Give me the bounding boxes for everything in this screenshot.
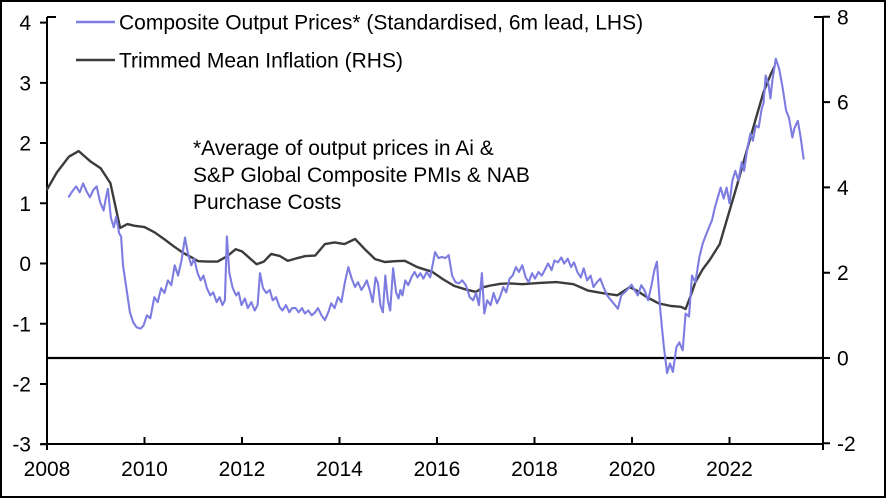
y-right-tick-label: 8 xyxy=(837,6,849,29)
y-right-tick-label: 0 xyxy=(837,348,849,371)
series-layer xyxy=(45,57,805,375)
series-line-composite-output-prices xyxy=(67,57,805,375)
x-tick-label: 2010 xyxy=(121,458,168,481)
y-left-tick-label: -3 xyxy=(12,434,31,457)
footnote-annotation: *Average of output prices in Ai & S&P Gl… xyxy=(193,137,530,214)
x-axis xyxy=(41,437,823,445)
legend-label-trimmed-mean-inflation: Trimmed Mean Inflation (RHS) xyxy=(119,50,403,73)
x-tick-label: 2016 xyxy=(414,458,461,481)
y-left-tick-label: 0 xyxy=(19,253,31,276)
annotation-line-3: Purchase Costs xyxy=(193,191,341,214)
y-left-tick-label: 4 xyxy=(19,12,31,35)
y-right-tick-label: -2 xyxy=(837,433,856,456)
x-tick-label: 2018 xyxy=(511,458,558,481)
y-axis-left xyxy=(40,16,56,450)
y-left-tick-label: -2 xyxy=(12,373,31,396)
x-tick-label: 2012 xyxy=(219,458,266,481)
y-left-tick-label: 3 xyxy=(19,72,31,95)
x-tick-label: 2020 xyxy=(609,458,656,481)
y-left-tick-label: -1 xyxy=(12,313,31,336)
y-left-tick-label: 1 xyxy=(19,193,31,216)
y-right-tick-label: 4 xyxy=(837,177,849,200)
x-tick-label: 2014 xyxy=(316,458,363,481)
y-right-tick-label: 6 xyxy=(837,92,849,115)
legend-label-composite-output-prices: Composite Output Prices* (Standardised, … xyxy=(119,12,643,35)
y-axis-right xyxy=(814,15,830,450)
x-tick-label: 2008 xyxy=(24,458,71,481)
axes-layer: 4 3 2 1 0 -1 -2 -3 8 6 4 2 0 -2 2008 2010 2012 2014 2016 20… xyxy=(12,6,855,481)
annotation-line-2: S&P Global Composite PMIs & NAB xyxy=(193,164,530,187)
y-left-tick-label: 2 xyxy=(19,133,31,156)
annotation-line-1: *Average of output prices in Ai & xyxy=(193,137,494,160)
legend: Composite Output Prices* (Standardised, … xyxy=(76,12,643,73)
x-tick-label: 2022 xyxy=(706,458,753,481)
y-right-tick-label: 2 xyxy=(837,262,849,285)
series-line-trimmed-mean-inflation xyxy=(45,65,776,311)
